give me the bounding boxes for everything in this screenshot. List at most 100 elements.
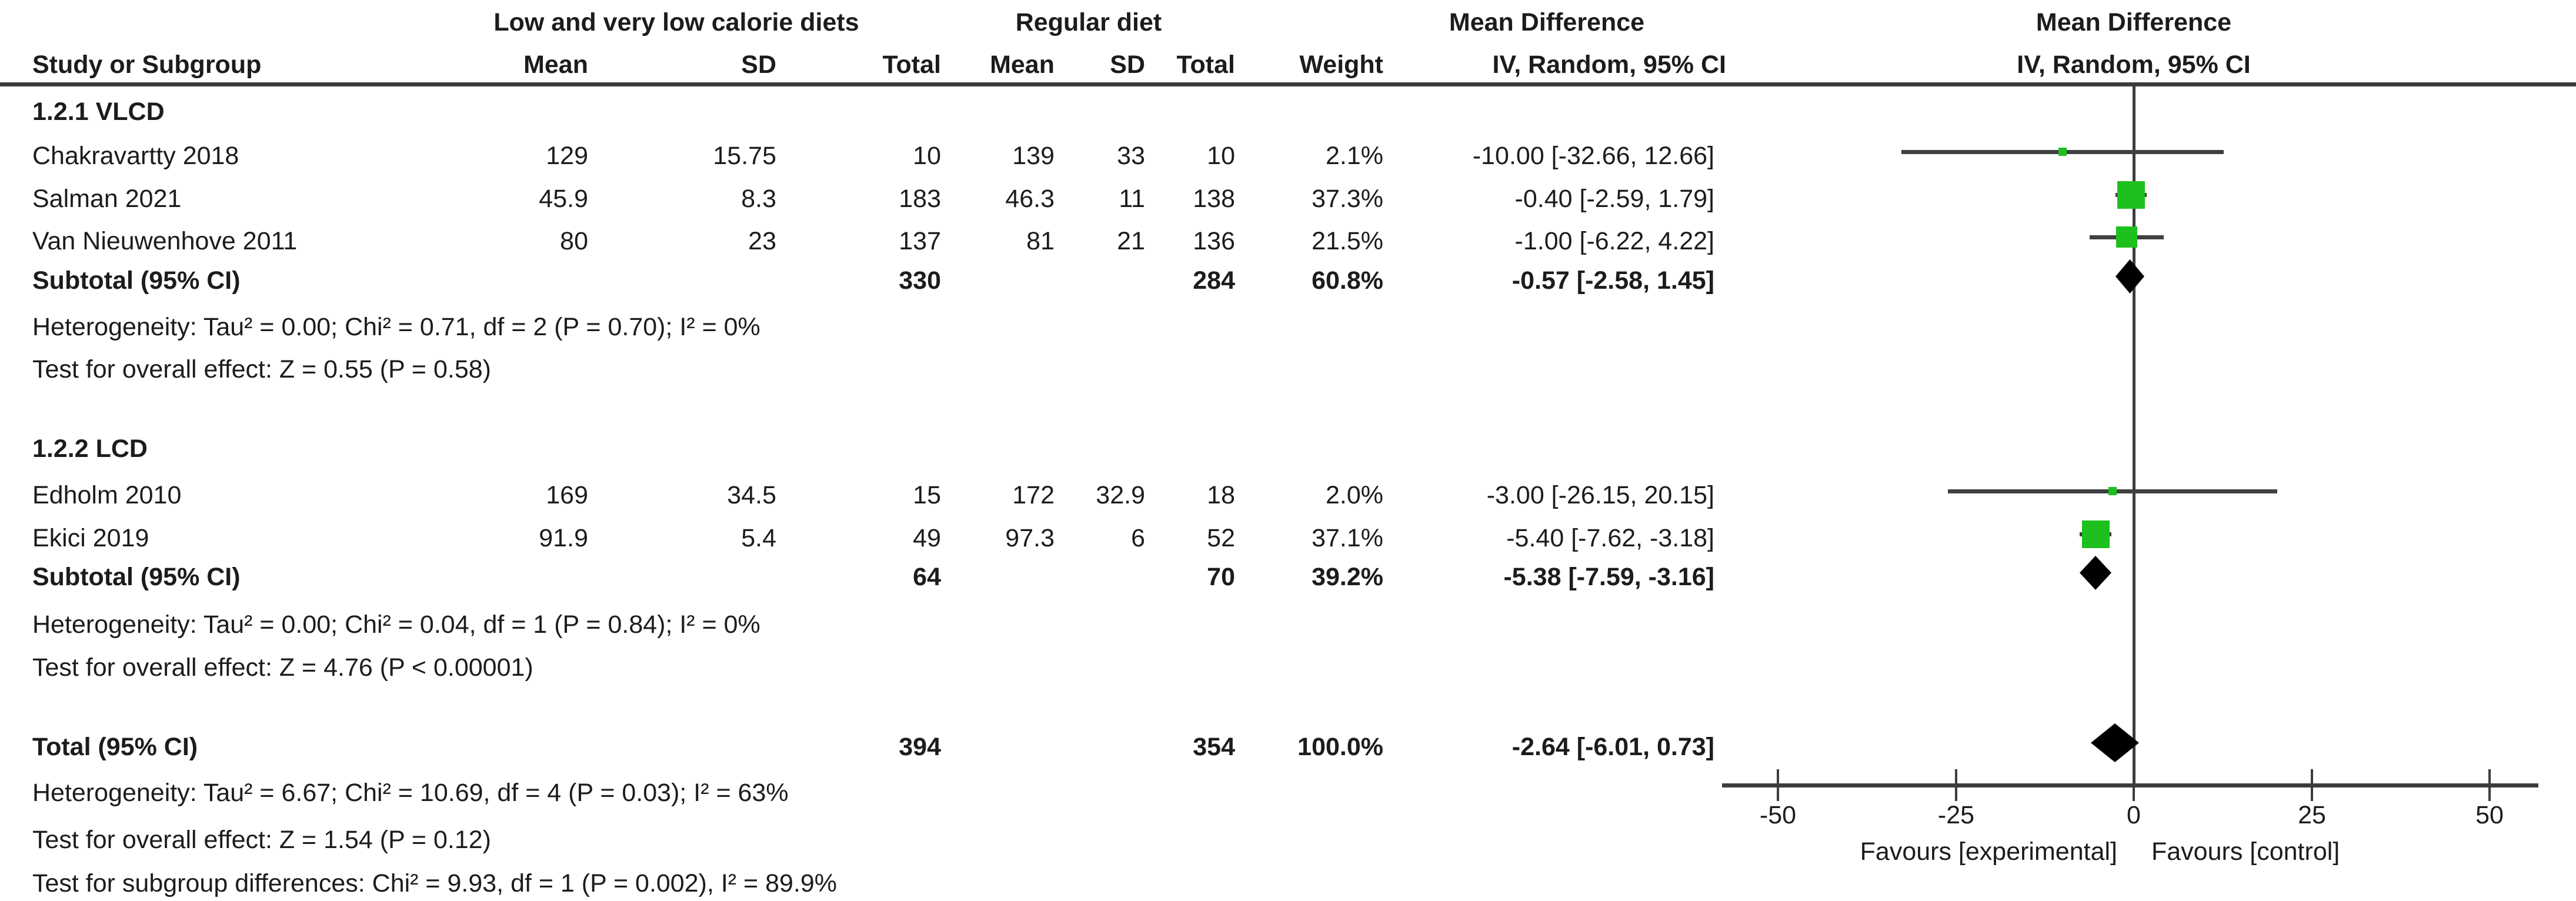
- cell-mean2: 81: [1026, 227, 1055, 255]
- study-row: Chakravartty 2018 129 15.75 10 139 33 10 2.1% -1…: [0, 141, 2576, 171]
- axis-tick: [1777, 769, 1779, 801]
- ctrl-sd-header: SD: [1110, 51, 1145, 79]
- cell-mean2: 172: [1012, 481, 1055, 509]
- subtotal-row: Subtotal (95% CI) 64 70 39.2% -5.38 [-7.59, …: [0, 562, 2576, 592]
- note-label: Test for overall effect: Z = 0.55 (P = 0…: [32, 355, 491, 383]
- study-label: Chakravartty 2018: [32, 142, 239, 170]
- note-label: Heterogeneity: Tau² = 6.67; Chi² = 10.69…: [32, 779, 789, 807]
- cell-weight: 37.3%: [1312, 185, 1383, 213]
- cell-weight: 21.5%: [1312, 227, 1383, 255]
- note-label: Test for overall effect: Z = 4.76 (P < 0…: [32, 653, 533, 682]
- effect-square: [2058, 148, 2067, 156]
- cell-sd2: 6: [1131, 524, 1145, 552]
- experimental-group-header: Low and very low calorie diets: [493, 8, 859, 36]
- cell-ci: -3.00 [-26.15, 20.15]: [1486, 481, 1714, 509]
- cell-weight: 2.0%: [1325, 481, 1383, 509]
- cell-total2: 284: [1193, 266, 1235, 295]
- cell-mean1: 80: [560, 227, 588, 255]
- axis-tick-label: 25: [2298, 801, 2326, 829]
- subtotal-label: Subtotal (95% CI): [32, 266, 241, 295]
- axis-tick: [2133, 769, 2135, 801]
- cell-ci: -5.38 [-7.59, -3.16]: [1503, 563, 1714, 591]
- study-label: Salman 2021: [32, 185, 182, 213]
- cell-total2: 52: [1207, 524, 1235, 552]
- cell-total1: 64: [913, 563, 941, 591]
- note-row: Test for overall effect: Z = 4.76 (P < 0…: [0, 652, 2576, 683]
- md-column-title: Mean Difference: [1449, 8, 1645, 36]
- cell-total1: 15: [913, 481, 941, 509]
- cell-total2: 354: [1193, 733, 1235, 761]
- ctrl-total-header: Total: [1176, 51, 1235, 79]
- cell-total1: 137: [899, 227, 941, 255]
- cell-mean2: 139: [1012, 142, 1055, 170]
- subgroup-label: 1.2.2 LCD: [32, 435, 148, 463]
- md-plot-title: Mean Difference: [2036, 8, 2232, 36]
- ci-plot-header: IV, Random, 95% CI: [2017, 51, 2251, 79]
- note-label: Heterogeneity: Tau² = 0.00; Chi² = 0.04,…: [32, 610, 760, 639]
- note-row: Heterogeneity: Tau² = 6.67; Chi² = 10.69…: [0, 777, 2576, 808]
- note-row: Test for overall effect: Z = 0.55 (P = 0…: [0, 354, 2576, 385]
- control-group-header: Regular diet: [1015, 8, 1162, 36]
- axis-tick: [2488, 769, 2491, 801]
- cell-sd1: 23: [748, 227, 776, 255]
- cell-mean1: 91.9: [539, 524, 588, 552]
- total-label: Total (95% CI): [32, 733, 198, 761]
- axis-tick-label: 0: [2127, 801, 2141, 829]
- cell-total2: 18: [1207, 481, 1235, 509]
- cell-total1: 10: [913, 142, 941, 170]
- pooled-diamond: [2091, 723, 2139, 762]
- cell-weight: 2.1%: [1325, 142, 1383, 170]
- subgroup-row: 1.2.1 VLCD: [0, 96, 2576, 127]
- cell-weight: 37.1%: [1312, 524, 1383, 552]
- cell-total1: 49: [913, 524, 941, 552]
- cell-weight: 100.0%: [1297, 733, 1383, 761]
- subgroup-row: 1.2.2 LCD: [0, 433, 2576, 464]
- cell-total1: 183: [899, 185, 941, 213]
- axis-tick-label: -25: [1937, 801, 1975, 829]
- note-row: Test for overall effect: Z = 1.54 (P = 0…: [0, 825, 2576, 855]
- x-axis-line: [1722, 783, 2538, 787]
- total-row: Total (95% CI) 394 354 100.0% -2.64 [-6.01, …: [0, 732, 2576, 762]
- cell-total2: 138: [1193, 185, 1235, 213]
- study-column-header: Study or Subgroup: [32, 51, 262, 79]
- note-row: Heterogeneity: Tau² = 0.00; Chi² = 0.04,…: [0, 609, 2576, 640]
- cell-sd1: 8.3: [741, 185, 776, 213]
- note-label: Heterogeneity: Tau² = 0.00; Chi² = 0.71,…: [32, 313, 760, 341]
- study-label: Van Nieuwenhove 2011: [32, 227, 298, 255]
- axis-tick: [1955, 769, 1957, 801]
- cell-total2: 10: [1207, 142, 1235, 170]
- cell-mean2: 97.3: [1005, 524, 1055, 552]
- favours-experimental-label: Favours [experimental]: [1860, 837, 2117, 866]
- cell-total1: 394: [899, 733, 941, 761]
- cell-sd2: 21: [1117, 227, 1145, 255]
- ci-column-header: IV, Random, 95% CI: [1492, 51, 1726, 79]
- cell-sd1: 34.5: [727, 481, 776, 509]
- header-separator-line: [0, 82, 2576, 86]
- study-label: Edholm 2010: [32, 481, 182, 509]
- cell-sd1: 15.75: [713, 142, 776, 170]
- note-row: Heterogeneity: Tau² = 0.00; Chi² = 0.71,…: [0, 312, 2576, 342]
- cell-sd2: 33: [1117, 142, 1145, 170]
- effect-square: [2081, 520, 2110, 548]
- exp-total-header: Total: [882, 51, 941, 79]
- cell-sd1: 5.4: [741, 524, 776, 552]
- cell-ci: -0.57 [-2.58, 1.45]: [1511, 266, 1714, 295]
- note-label: Test for overall effect: Z = 1.54 (P = 0…: [32, 826, 491, 854]
- pooled-diamond: [2115, 259, 2144, 293]
- cell-sd2: 11: [1119, 185, 1145, 213]
- cell-mean1: 129: [546, 142, 588, 170]
- note-label: Test for subgroup differences: Chi² = 9.…: [32, 869, 837, 897]
- study-row: Van Nieuwenhove 2011 80 23 137 81 21 136 21.5% -…: [0, 226, 2576, 256]
- pooled-diamond: [2080, 556, 2111, 590]
- cell-total1: 330: [899, 266, 941, 295]
- cell-total2: 70: [1207, 563, 1235, 591]
- subtotal-row: Subtotal (95% CI) 330 284 60.8% -0.57 [-2.58…: [0, 265, 2576, 296]
- subtotal-label: Subtotal (95% CI): [32, 563, 241, 591]
- ctrl-mean-header: Mean: [990, 51, 1055, 79]
- subgroup-label: 1.2.1 VLCD: [32, 98, 165, 126]
- effect-square: [2108, 487, 2117, 495]
- study-row: Edholm 2010 169 34.5 15 172 32.9 18 2.0% -3.00 […: [0, 480, 2576, 510]
